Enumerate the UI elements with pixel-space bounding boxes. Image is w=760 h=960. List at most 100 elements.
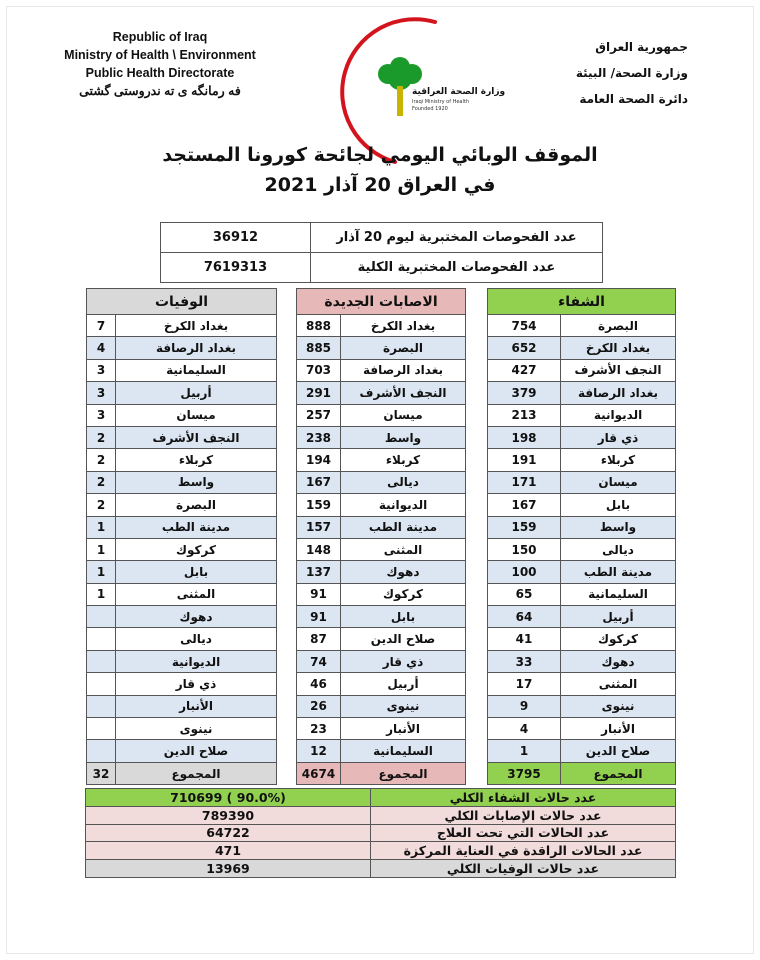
recovery-count: 427: [487, 358, 561, 383]
header-en-line: Ministry of Health \ Environment: [64, 48, 256, 62]
logo-founded: Founded 1920: [412, 106, 448, 112]
deaths-governorate: واسط: [115, 470, 277, 495]
recovery-count: 754: [487, 313, 561, 338]
recovery-governorate: الديوانية: [560, 403, 676, 427]
cases-total-label: المجموع: [340, 761, 466, 786]
recovery-count: 171: [487, 470, 561, 495]
cases-row: 194 كربلاء: [296, 448, 466, 472]
deaths-count: [86, 739, 116, 763]
deaths-row: 2 البصرة: [86, 493, 277, 517]
cases-count: 703: [296, 358, 341, 383]
cases-row: 137 دهوك: [296, 560, 466, 584]
header-en-line: Public Health Directorate: [85, 66, 235, 80]
recovery-governorate: ميسان: [560, 470, 676, 495]
recovery-governorate: صلاح الدين: [560, 739, 676, 763]
recovery-row: 652 بغداد الكرخ: [487, 336, 676, 360]
deaths-count: 1: [86, 537, 116, 562]
deaths-governorate: كركوك: [115, 537, 277, 562]
cases-governorate: صلاح الدين: [340, 627, 466, 651]
deaths-row: 7 بغداد الكرخ: [86, 313, 277, 338]
recovery-row: 754 البصرة: [487, 313, 676, 338]
cases-count: 885: [296, 336, 341, 360]
recovery-row: 17 المثنى: [487, 672, 676, 696]
logo-subtext: Iraqi Ministry of Health: [412, 99, 469, 105]
cases-governorate: بابل: [340, 605, 466, 629]
deaths-row: الديوانية: [86, 649, 277, 674]
summary-label: عدد حالات الإصابات الكلي: [370, 805, 676, 825]
recovery-count: 652: [487, 336, 561, 360]
deaths-row: 3 ميسان: [86, 403, 277, 427]
summary-label: عدد الحالات التي تحت العلاج: [370, 823, 676, 843]
cases-governorate: ديالى: [340, 470, 466, 495]
recovery-governorate: الأنبار: [560, 717, 676, 741]
deaths-governorate: ديالى: [115, 627, 277, 651]
recovery-header-row: الشفاء: [487, 288, 676, 315]
deaths-governorate: مدينة الطب: [115, 515, 277, 539]
header-en-line: Republic of Iraq: [112, 30, 208, 44]
cases-row: 23 الأنبار: [296, 717, 466, 741]
deaths-count: 2: [86, 448, 116, 472]
recovery-governorate: النجف الأشرف: [560, 358, 676, 383]
recovery-governorate: السليمانية: [560, 582, 676, 607]
summary-row: (90.0% ) 710699 عدد حالات الشفاء الكلي: [85, 788, 676, 807]
summary-table: (90.0% ) 710699 عدد حالات الشفاء الكلي 789…: [85, 788, 676, 878]
deaths-row: ذي قار: [86, 672, 277, 696]
deaths-total: 32: [86, 761, 116, 786]
cases-governorate: مدينة الطب: [340, 515, 466, 539]
tests-row: 36912 عدد الفحوصات المختبرية ليوم 20 آذار: [160, 222, 603, 253]
deaths-governorate: بابل: [115, 560, 277, 584]
cases-count: 888: [296, 313, 341, 338]
recovery-governorate: واسط: [560, 515, 676, 539]
recovery-count: 100: [487, 560, 561, 584]
cases-governorate: ميسان: [340, 403, 466, 427]
cases-row: 74 ذي قار: [296, 649, 466, 674]
deaths-row: ديالى: [86, 627, 277, 651]
deaths-count: 2: [86, 425, 116, 450]
recovery-count: 17: [487, 672, 561, 696]
cases-count: 46: [296, 672, 341, 696]
cases-row: 157 مدينة الطب: [296, 515, 466, 539]
header-arabic: جمهورية العراق وزارة الصحة/ البيئة دائرة…: [576, 34, 688, 112]
logo-arc: [340, 17, 437, 164]
summary-value: 64722: [85, 823, 371, 843]
cases-count: 26: [296, 694, 341, 719]
cases-count: 23: [296, 717, 341, 741]
cases-count: 12: [296, 739, 341, 763]
cases-governorate: السليمانية: [340, 739, 466, 763]
cases-header: الاصابات الجديدة: [296, 288, 466, 315]
recovery-count: 213: [487, 403, 561, 427]
deaths-row: 1 المثنى: [86, 582, 277, 607]
deaths-row: نينوى: [86, 717, 277, 741]
cases-governorate: كربلاء: [340, 448, 466, 472]
cases-row: 87 صلاح الدين: [296, 627, 466, 651]
recovery-row: 167 بابل: [487, 493, 676, 517]
cases-count: 238: [296, 425, 341, 450]
deaths-governorate: دهوك: [115, 605, 277, 629]
recovery-total: 3795: [487, 761, 561, 786]
recovery-governorate: دهوك: [560, 649, 676, 674]
deaths-governorate: بغداد الرصافة: [115, 336, 277, 360]
recovery-row: 379 بغداد الرصافة: [487, 381, 676, 405]
cases-row: 885 البصرة: [296, 336, 466, 360]
recovery-header: الشفاء: [487, 288, 676, 315]
cases-row: 46 أربيل: [296, 672, 466, 696]
summary-row: 471 عدد الحالات الراقدة في العناية المركز…: [85, 841, 676, 861]
cases-row: 159 الديوانية: [296, 493, 466, 517]
cases-governorate: بغداد الكرخ: [340, 313, 466, 338]
recovery-count: 1: [487, 739, 561, 763]
cases-governorate: البصرة: [340, 336, 466, 360]
cases-row: 703 بغداد الرصافة: [296, 358, 466, 383]
tests-value: 36912: [160, 222, 311, 253]
logo-text: وزارة الصحة العراقية: [412, 87, 505, 97]
recovery-row: 100 مدينة الطب: [487, 560, 676, 584]
header-ar-line: دائرة الصحة العامة: [579, 92, 688, 106]
summary-value: (90.0% ) 710699: [85, 788, 371, 807]
deaths-row: 2 واسط: [86, 470, 277, 495]
deaths-governorate: نينوى: [115, 717, 277, 741]
recovery-row: 171 ميسان: [487, 470, 676, 495]
deaths-governorate: البصرة: [115, 493, 277, 517]
cases-governorate: النجف الأشرف: [340, 381, 466, 405]
summary-value: 13969: [85, 859, 371, 878]
cases-count: 91: [296, 605, 341, 629]
deaths-count: 1: [86, 560, 116, 584]
